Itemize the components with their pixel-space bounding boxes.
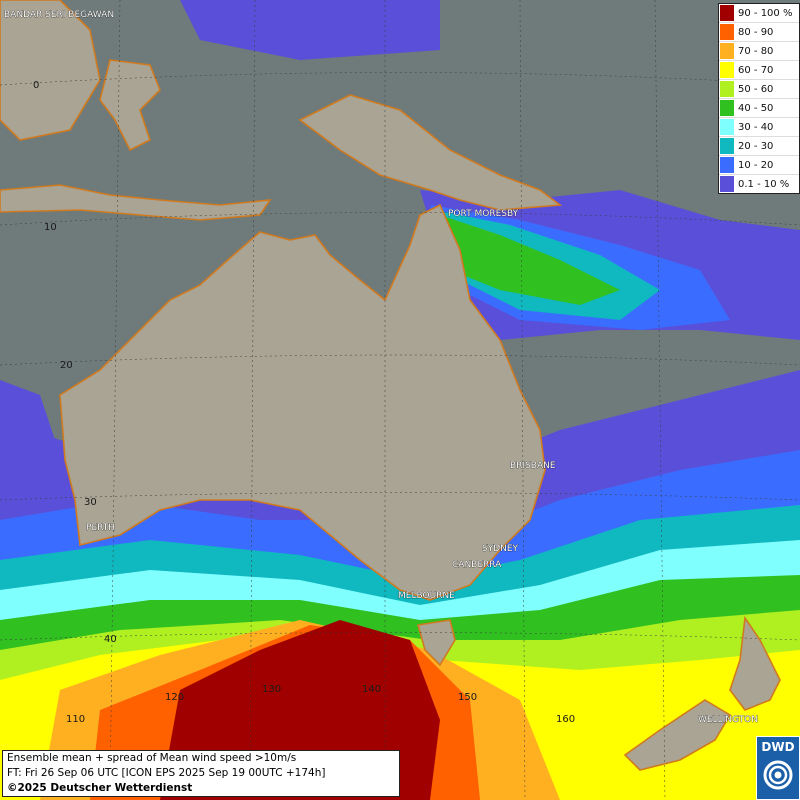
- north-band-0-10: [180, 0, 440, 60]
- city-canberra: CANBERRA: [452, 560, 502, 570]
- indonesia-chain: [0, 184, 272, 221]
- legend-row: 0.1 - 10 %: [719, 175, 799, 193]
- legend-label: 60 - 70: [738, 64, 774, 76]
- north-island-nz: [729, 615, 781, 711]
- borneo: [0, 0, 101, 141]
- left-band-0-10: [0, 380, 55, 470]
- city-bandar-seri-begawan: BANDAR SERI BEGAWAN: [4, 10, 114, 20]
- legend-swatch: [720, 81, 734, 97]
- legend-swatch: [720, 62, 734, 78]
- legend-label: 50 - 60: [738, 83, 774, 95]
- legend-row: 40 - 50: [719, 99, 799, 118]
- new-guinea: [298, 94, 563, 211]
- legend-label: 90 - 100 %: [738, 7, 793, 19]
- legend-label: 0.1 - 10 %: [738, 178, 790, 190]
- legend-swatch: [720, 5, 734, 21]
- lat-label-0: 0: [33, 80, 39, 91]
- legend-label: 80 - 90: [738, 26, 774, 38]
- legend-label: 30 - 40: [738, 121, 774, 133]
- city-port-moresby: PORT MORESBY: [448, 209, 519, 219]
- city-brisbane: BRISBANE: [510, 461, 556, 471]
- lon-label-130: 130: [262, 684, 281, 695]
- legend-swatch: [720, 176, 734, 192]
- info-product-line: Ensemble mean + spread of Mean wind spee…: [7, 752, 297, 764]
- lon-label-110: 110: [66, 714, 85, 725]
- land: [0, 0, 781, 771]
- legend-swatch: [720, 119, 734, 135]
- lat-label-10: 10: [44, 222, 57, 233]
- legend-swatch: [720, 43, 734, 59]
- dwd-logo-text: DWD: [761, 740, 795, 754]
- lat-label-40: 40: [104, 634, 117, 645]
- legend-row: 90 - 100 %: [719, 4, 799, 23]
- legend-swatch: [720, 138, 734, 154]
- coordinate-labels: 0 10 20 30 40 110 120 130 140 150 160: [33, 80, 575, 725]
- legend-label: 40 - 50: [738, 102, 774, 114]
- lon-label-150: 150: [458, 692, 477, 703]
- lon-label-160: 160: [556, 714, 575, 725]
- legend-row: 30 - 40: [719, 118, 799, 137]
- legend-row: 70 - 80: [719, 42, 799, 61]
- city-sydney: SYDNEY: [482, 544, 519, 554]
- info-forecast-time-line: FT: Fri 26 Sep 06 UTC [ICON EPS 2025 Sep…: [7, 767, 326, 779]
- legend-row: 20 - 30: [719, 137, 799, 156]
- city-melbourne: MELBOURNE: [398, 591, 455, 601]
- info-copyright-line: ©2025 Deutscher Wetterdienst: [7, 782, 193, 794]
- lon-label-140: 140: [362, 684, 381, 695]
- legend-swatch: [720, 24, 734, 40]
- legend-row: 80 - 90: [719, 23, 799, 42]
- lon-label-120: 120: [165, 692, 184, 703]
- lat-label-30: 30: [84, 497, 97, 508]
- city-wellington: WELLINGTON: [698, 715, 758, 725]
- dwd-swirl-icon: [763, 760, 793, 790]
- dwd-logo: DWD: [756, 736, 800, 800]
- legend-row: 50 - 60: [719, 80, 799, 99]
- legend-swatch: [720, 100, 734, 116]
- legend-row: 10 - 20: [719, 156, 799, 175]
- legend-swatch: [720, 157, 734, 173]
- legend-label: 20 - 30: [738, 140, 774, 152]
- south-island-nz: [623, 699, 732, 771]
- legend-label: 10 - 20: [738, 159, 774, 171]
- sulawesi: [99, 59, 161, 152]
- legend-row: 60 - 70: [719, 61, 799, 80]
- lat-label-20: 20: [60, 360, 73, 371]
- city-labels: BANDAR SERI BEGAWAN PORT MORESBY BRISBAN…: [4, 10, 759, 726]
- legend-label: 70 - 80: [738, 45, 774, 57]
- info-box: Ensemble mean + spread of Mean wind spee…: [2, 750, 400, 797]
- tasmania: [416, 619, 456, 667]
- legend: 90 - 100 % 80 - 90 70 - 80 60 - 70 50 - 60 40…: [718, 3, 800, 194]
- ne-band-40-50: [440, 215, 620, 305]
- australia: [59, 203, 546, 601]
- city-perth: PERTH: [86, 523, 115, 533]
